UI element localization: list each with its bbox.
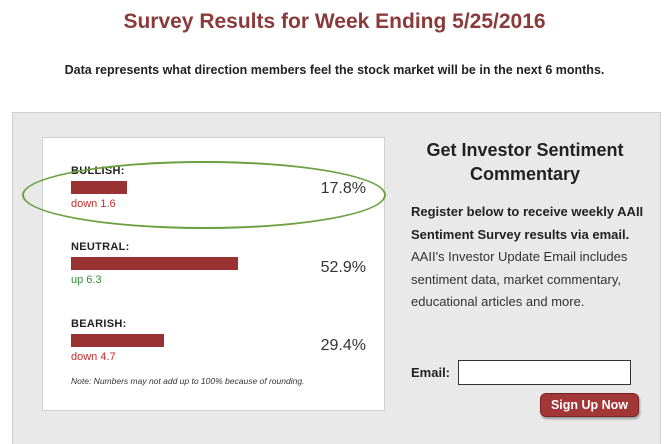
result-row-bearish: BEARISH: down 4.7	[71, 318, 371, 363]
result-percent-neutral: 52.9%	[320, 259, 366, 276]
sidebar-title: Get Investor Sentiment Commentary	[426, 140, 624, 184]
email-label: Email:	[411, 365, 451, 380]
result-bar	[71, 257, 238, 270]
result-row-neutral: NEUTRAL: up 6.3	[71, 241, 371, 286]
rounding-note: Note: Numbers may not add up to 100% bec…	[71, 376, 305, 386]
result-change: down 4.7	[71, 351, 116, 363]
sidebar-description-rest: AAII's Investor Update Email includes se…	[411, 249, 628, 309]
sidebar-description: Register below to receive weekly AAII Se…	[411, 201, 647, 314]
result-label: NEUTRAL:	[71, 241, 130, 253]
email-input[interactable]	[458, 360, 631, 385]
result-label: BEARISH:	[71, 318, 127, 330]
page-title: Survey Results for Week Ending 5/25/2016	[123, 10, 546, 33]
result-percent-bearish: 29.4%	[320, 337, 366, 354]
result-change: up 6.3	[71, 274, 102, 286]
page-subtitle: Data represents what direction members f…	[64, 63, 605, 77]
sidebar-description-bold: Register below to receive weekly AAII Se…	[411, 204, 644, 242]
bullish-highlight-ellipse	[22, 161, 386, 229]
sign-up-button[interactable]: Sign Up Now	[540, 393, 639, 417]
result-bar	[71, 334, 164, 347]
